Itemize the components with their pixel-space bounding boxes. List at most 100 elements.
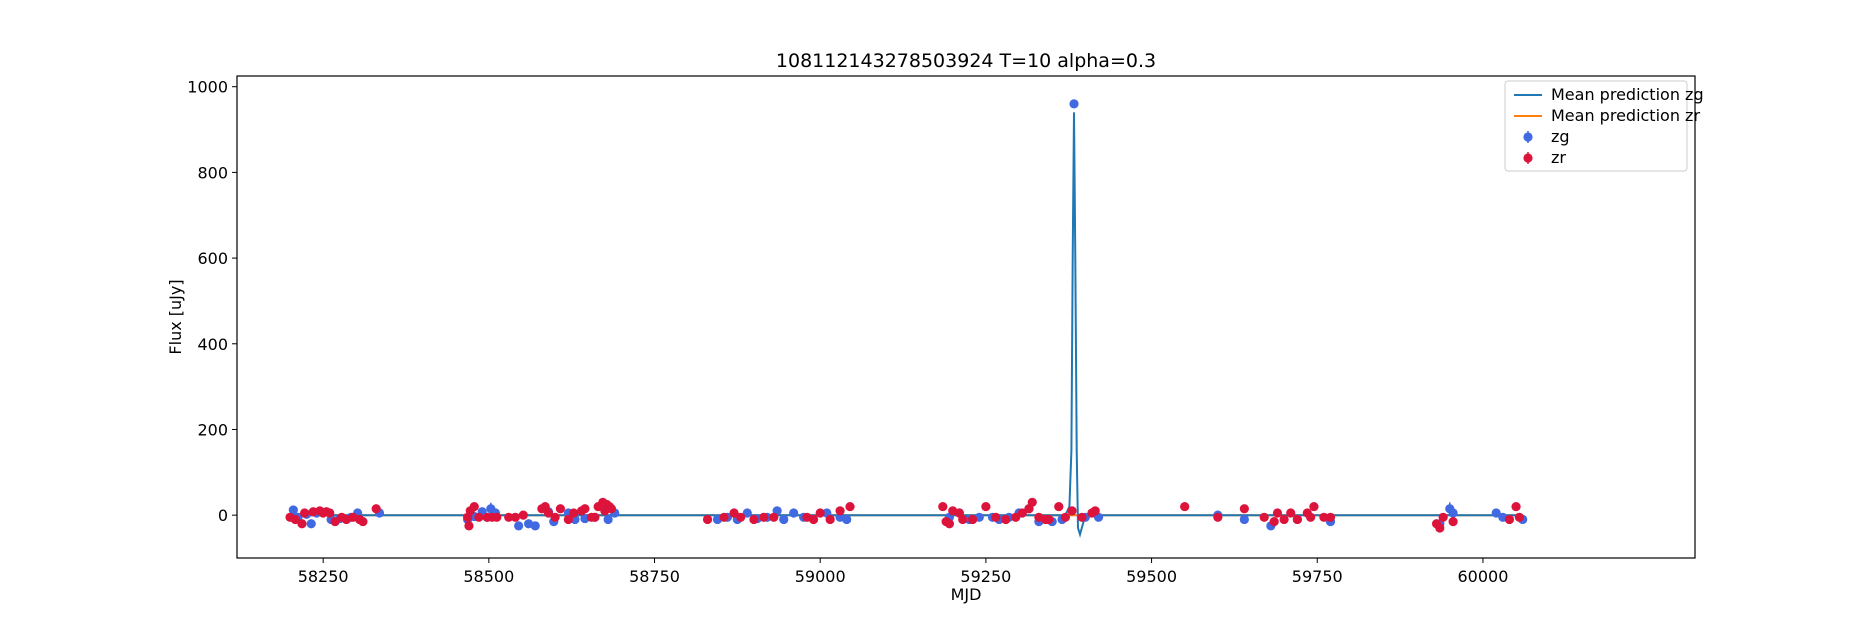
- plot-frame: [236, 75, 1696, 559]
- point-zr: [1504, 514, 1515, 525]
- point-zr: [991, 512, 1001, 522]
- legend-label: Mean prediction zr: [1551, 106, 1700, 125]
- point-zr: [1511, 501, 1521, 512]
- point-zg: [1069, 99, 1079, 109]
- y-tick-label: 0: [218, 506, 228, 525]
- legend-label: zg: [1551, 127, 1570, 146]
- point-zr: [563, 514, 573, 525]
- point-zr: [1044, 514, 1054, 525]
- point-zg: [1491, 508, 1501, 518]
- plot-area: [237, 76, 1695, 558]
- legend-box: [1504, 80, 1688, 172]
- x-axis-label: MJD: [951, 585, 982, 604]
- y-tick-label: 800: [197, 163, 228, 182]
- x-tick-label: 59750: [1292, 567, 1343, 586]
- point-zr: [1286, 508, 1296, 518]
- point-zr: [944, 519, 955, 529]
- point-zr: [1054, 501, 1064, 512]
- point-zr: [492, 512, 502, 522]
- point-zg: [514, 521, 524, 531]
- point-zr: [297, 519, 307, 529]
- point-zr: [474, 512, 484, 522]
- point-zg: [779, 514, 789, 525]
- point-zr: [938, 501, 948, 512]
- point-zr: [590, 512, 600, 522]
- point-zr: [510, 512, 520, 522]
- x-tick-label: 59000: [795, 567, 846, 586]
- point-zr: [749, 514, 759, 525]
- point-zr: [1306, 512, 1316, 522]
- point-zr: [1309, 501, 1319, 512]
- point-zr: [290, 514, 300, 525]
- point-zr: [815, 508, 825, 518]
- point-zg: [1239, 514, 1249, 525]
- point-zg: [789, 508, 799, 518]
- point-zr: [1011, 512, 1021, 522]
- y-axis-label: Flux [uJy]: [166, 279, 185, 354]
- y-tick-label: 200: [197, 420, 228, 439]
- point-zr: [569, 508, 579, 518]
- point-zr: [358, 516, 368, 527]
- point-zr: [808, 514, 819, 525]
- point-zr: [729, 508, 739, 518]
- point-zg: [288, 505, 298, 515]
- point-zr: [1292, 514, 1302, 525]
- point-zr: [299, 508, 310, 518]
- point-zr: [1213, 512, 1223, 522]
- point-zr: [981, 501, 991, 512]
- point-zr: [469, 501, 479, 512]
- legend-swatch-point: [1523, 153, 1533, 163]
- point-zr: [702, 514, 713, 525]
- point-zr: [1060, 512, 1071, 522]
- point-zg: [306, 519, 316, 529]
- point-zr: [825, 514, 835, 525]
- point-zr: [1259, 512, 1269, 522]
- point-zr: [736, 512, 746, 522]
- x-tick-label: 58500: [463, 567, 514, 586]
- point-zr: [1067, 506, 1077, 516]
- point-zr: [1017, 508, 1027, 518]
- point-zr: [1272, 508, 1283, 518]
- point-zr: [1269, 516, 1279, 527]
- point-zr: [504, 512, 514, 522]
- point-zr: [1448, 516, 1458, 527]
- point-zr: [1077, 512, 1087, 522]
- point-zr: [1435, 523, 1445, 533]
- point-zr: [958, 514, 968, 525]
- point-zr: [1325, 512, 1336, 522]
- legend-swatch-point: [1523, 132, 1533, 142]
- point-zr: [325, 508, 335, 518]
- legend-label: zr: [1551, 148, 1566, 167]
- y-tick-label: 1000: [187, 78, 228, 97]
- point-zg: [1448, 508, 1458, 518]
- point-zr: [968, 514, 978, 525]
- point-zr: [555, 504, 566, 514]
- point-zr: [1279, 514, 1289, 525]
- point-zr: [1239, 504, 1249, 514]
- point-zr: [719, 512, 729, 522]
- point-zr: [543, 508, 554, 518]
- point-zr: [518, 510, 528, 520]
- point-zr: [371, 504, 381, 514]
- x-tick-label: 60000: [1457, 567, 1508, 586]
- point-zr: [606, 504, 617, 514]
- legend: Mean prediction zg Mean prediction zr zg zr: [1504, 80, 1704, 172]
- point-zr: [1090, 506, 1100, 516]
- point-zg: [603, 514, 613, 525]
- point-zr: [1514, 512, 1524, 522]
- y-tick-label: 600: [197, 249, 228, 268]
- point-zr: [1319, 512, 1329, 522]
- x-tick-label: 58750: [629, 567, 680, 586]
- point-zr: [1438, 512, 1448, 522]
- legend-label: Mean prediction zg: [1551, 85, 1704, 104]
- point-zg: [530, 521, 540, 531]
- point-zr: [1027, 497, 1037, 507]
- point-zr: [464, 521, 474, 531]
- point-zr: [580, 504, 590, 514]
- point-zr: [1001, 514, 1011, 525]
- data-points: [285, 99, 1528, 533]
- x-tick-label: 59250: [960, 567, 1011, 586]
- point-zr: [1180, 501, 1190, 512]
- chart-title: 108112143278503924 T=10 alpha=0.3: [776, 50, 1156, 72]
- x-tick-label: 59500: [1126, 567, 1177, 586]
